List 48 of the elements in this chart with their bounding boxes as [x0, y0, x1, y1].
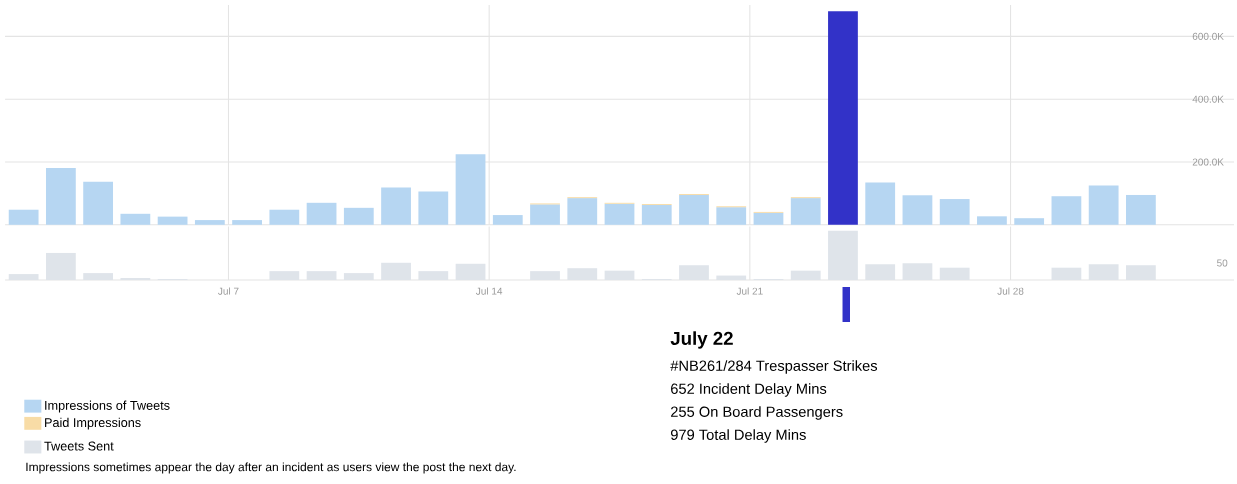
y-tick-label: 200.0K	[1192, 158, 1224, 166]
bar	[232, 220, 262, 225]
bar	[45, 167, 76, 225]
x-tick-label: Jul 28	[997, 287, 1024, 295]
annotation: 50	[1217, 259, 1228, 267]
legend-label: Paid Impressions	[45, 417, 141, 430]
bar	[194, 220, 225, 225]
bar	[381, 187, 411, 225]
bar	[157, 216, 188, 225]
bar	[1051, 196, 1082, 225]
y-tick-label: 400.0K	[1192, 95, 1224, 103]
bar	[1014, 218, 1045, 225]
bar	[939, 199, 970, 225]
bar	[8, 209, 39, 225]
text: Impressions sometimes appear the day after an incident as users view the post the next day.	[26, 462, 516, 474]
bar	[753, 212, 784, 225]
bar	[902, 195, 933, 225]
bar	[790, 198, 821, 225]
x-tick-label: Jul 7	[218, 287, 239, 295]
text: 255 On Board Passengers	[671, 406, 843, 420]
x-tick-label: Jul 21	[736, 287, 763, 295]
bar	[641, 205, 672, 225]
legend-label: Tweets Sent	[44, 441, 114, 451]
bar	[865, 182, 896, 225]
bar	[306, 202, 337, 225]
text: #NB261/284 Trespasser Strikes	[670, 360, 878, 374]
legend-label: Impressions of Tweets	[45, 400, 170, 413]
bar	[492, 215, 523, 225]
text: July 22	[670, 331, 733, 349]
text: 979 Total Delay Mins	[670, 429, 806, 443]
bar	[530, 204, 560, 225]
y-tick-label: 600.0K	[1192, 32, 1224, 40]
text: 652 Incident Delay Mins	[671, 383, 827, 397]
x-tick-label: Jul 14	[475, 287, 503, 295]
bar	[120, 213, 151, 225]
bar	[269, 209, 300, 225]
bar	[343, 207, 374, 225]
bar	[1126, 194, 1156, 225]
bar	[83, 181, 114, 225]
bar	[828, 11, 858, 225]
bar	[1088, 185, 1119, 225]
bar	[418, 191, 449, 225]
bar	[716, 207, 747, 225]
bar	[679, 194, 709, 225]
bar	[604, 203, 635, 225]
bar	[977, 216, 1007, 225]
bar	[455, 154, 486, 225]
bar	[567, 198, 598, 225]
